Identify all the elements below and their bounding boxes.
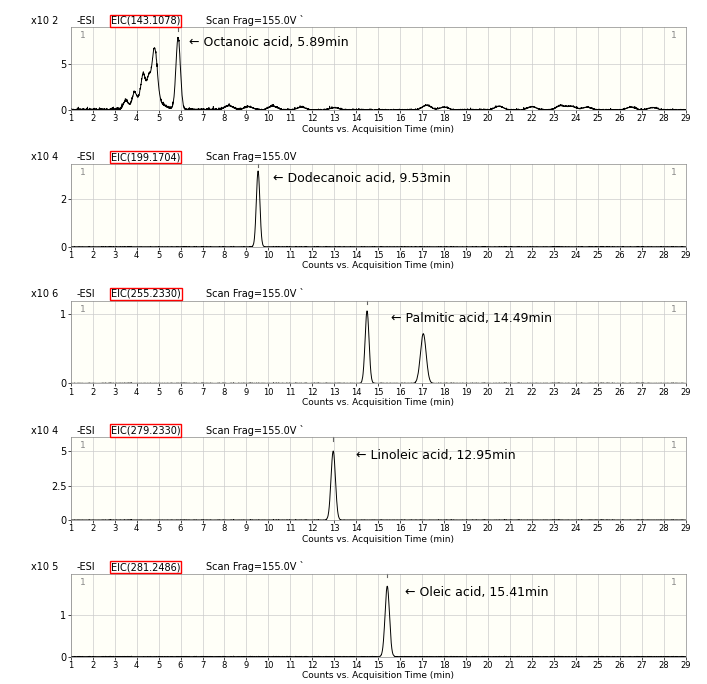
Text: -ESI: -ESI <box>77 16 95 26</box>
Text: ← Palmitic acid, 14.49min: ← Palmitic acid, 14.49min <box>392 313 552 326</box>
Text: Scan Frag=155.0V `: Scan Frag=155.0V ` <box>206 14 305 26</box>
Text: Scan Frag=155.0V `: Scan Frag=155.0V ` <box>206 425 305 436</box>
Text: 1: 1 <box>80 578 86 587</box>
Text: x10 4: x10 4 <box>30 425 58 436</box>
Text: -ESI: -ESI <box>77 289 95 299</box>
Text: ← Linoleic acid, 12.95min: ← Linoleic acid, 12.95min <box>356 449 516 462</box>
Text: Scan Frag=155.0V `: Scan Frag=155.0V ` <box>206 561 305 573</box>
Text: EIC(279.2330): EIC(279.2330) <box>111 425 180 436</box>
Text: x10 5: x10 5 <box>30 562 58 573</box>
Text: EIC(143.1078): EIC(143.1078) <box>111 16 180 26</box>
Text: Scan Frag=155.0V `: Scan Frag=155.0V ` <box>206 288 305 299</box>
Text: EIC(255.2330): EIC(255.2330) <box>111 289 180 299</box>
Text: -ESI: -ESI <box>77 425 95 436</box>
X-axis label: Counts vs. Acquisition Time (min): Counts vs. Acquisition Time (min) <box>303 671 454 680</box>
X-axis label: Counts vs. Acquisition Time (min): Counts vs. Acquisition Time (min) <box>303 398 454 407</box>
Text: 1: 1 <box>671 168 677 177</box>
Text: Scan Frag=155.0V: Scan Frag=155.0V <box>206 153 296 162</box>
Text: 1: 1 <box>80 168 86 177</box>
X-axis label: Counts vs. Acquisition Time (min): Counts vs. Acquisition Time (min) <box>303 535 454 544</box>
Text: ← Dodecanoic acid, 9.53min: ← Dodecanoic acid, 9.53min <box>273 172 450 185</box>
Text: 1: 1 <box>671 31 677 40</box>
Text: ← Octanoic acid, 5.89min: ← Octanoic acid, 5.89min <box>189 36 349 49</box>
Text: 1: 1 <box>80 31 86 40</box>
Text: EIC(281.2486): EIC(281.2486) <box>111 562 180 573</box>
Text: 1: 1 <box>80 305 86 314</box>
Text: 1: 1 <box>671 305 677 314</box>
Text: EIC(199.1704): EIC(199.1704) <box>111 153 180 162</box>
X-axis label: Counts vs. Acquisition Time (min): Counts vs. Acquisition Time (min) <box>303 261 454 270</box>
Text: 1: 1 <box>671 578 677 587</box>
Text: x10 4: x10 4 <box>30 153 58 162</box>
Text: -ESI: -ESI <box>77 153 95 162</box>
X-axis label: Counts vs. Acquisition Time (min): Counts vs. Acquisition Time (min) <box>303 124 454 133</box>
Text: x10 2: x10 2 <box>30 16 58 26</box>
Text: 1: 1 <box>671 441 677 450</box>
Text: x10 6: x10 6 <box>30 289 58 299</box>
Text: -ESI: -ESI <box>77 562 95 573</box>
Text: 1: 1 <box>80 441 86 450</box>
Text: ← Oleic acid, 15.41min: ← Oleic acid, 15.41min <box>404 586 548 598</box>
